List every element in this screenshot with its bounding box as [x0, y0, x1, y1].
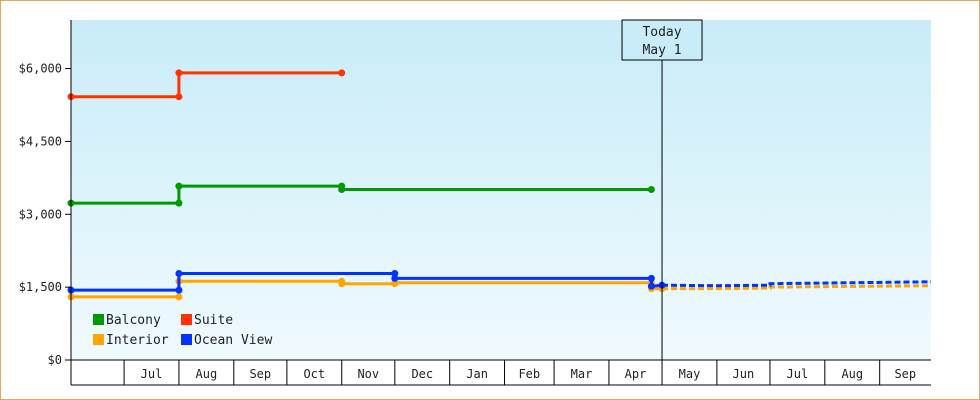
legend-label: Balcony: [106, 313, 161, 328]
x-tick-label: Jun: [733, 367, 755, 381]
ocean-view-data-point: [647, 274, 655, 282]
x-tick-label: Apr: [625, 367, 647, 381]
legend-swatch: [181, 334, 192, 345]
legend-label: Suite: [194, 313, 233, 328]
y-tick-label: $6,000: [19, 62, 62, 76]
ocean-view-data-point: [175, 270, 183, 277]
legend-swatch: [93, 334, 104, 345]
interior-projection-line: [662, 284, 932, 291]
ocean-view-data-point: [647, 282, 655, 290]
suite-data-point: [175, 69, 183, 77]
legend: Balcony Suite Interior Ocean View: [93, 313, 272, 348]
legend-swatch: [181, 314, 192, 325]
legend-label: Interior: [106, 333, 169, 348]
x-tick-label: Jan: [466, 367, 488, 381]
suite-series-line: [71, 71, 342, 99]
x-tick-label: Jul: [141, 367, 163, 381]
ocean-view-data-point: [175, 286, 183, 294]
today-label: Today: [642, 25, 681, 40]
y-tick-label: $3,000: [19, 207, 62, 221]
today-date-label: May 1: [642, 43, 681, 58]
balcony-data-point: [175, 199, 183, 207]
x-tick-label: Feb: [518, 367, 540, 381]
balcony-data-point: [647, 186, 655, 193]
interior-data-point: [338, 280, 346, 288]
suite-data-point: [175, 93, 183, 101]
legend-swatch: [93, 314, 104, 325]
x-tick-label: Aug: [841, 367, 863, 381]
x-tick-label: Sep: [249, 367, 271, 381]
interior-data-point: [175, 293, 183, 301]
ocean-view-data-point: [391, 274, 399, 282]
x-tick-label: Aug: [196, 367, 218, 381]
balcony-data-point: [338, 186, 346, 193]
balcony-data-point: [175, 182, 183, 190]
x-tick-label: Mar: [571, 367, 593, 381]
x-tick-label: Jul: [787, 367, 809, 381]
y-tick-label: $4,500: [19, 134, 62, 148]
suite-data-point: [338, 69, 346, 77]
today-box: [621, 19, 703, 61]
legend-label: Ocean View: [194, 333, 272, 348]
y-tick-label: $0: [48, 353, 62, 367]
x-tick-label: Nov: [357, 367, 379, 381]
x-tick-label: Dec: [411, 367, 433, 381]
balcony-series-line: [71, 184, 652, 205]
x-tick-label: Sep: [894, 367, 916, 381]
x-tick-label: May: [679, 367, 701, 381]
ocean-view-data-point: [391, 270, 399, 277]
ocean-view-projection-line: [661, 280, 932, 288]
series-lines: [67, 69, 932, 301]
x-tick-label: Oct: [303, 367, 325, 381]
axes: $0 $1,500 $3,000 $4,500 $6,000 Jul Aug Sep Oct No…: [19, 20, 931, 386]
y-tick-label: $1,500: [19, 280, 62, 294]
today-marker: Today May 1: [621, 19, 703, 360]
